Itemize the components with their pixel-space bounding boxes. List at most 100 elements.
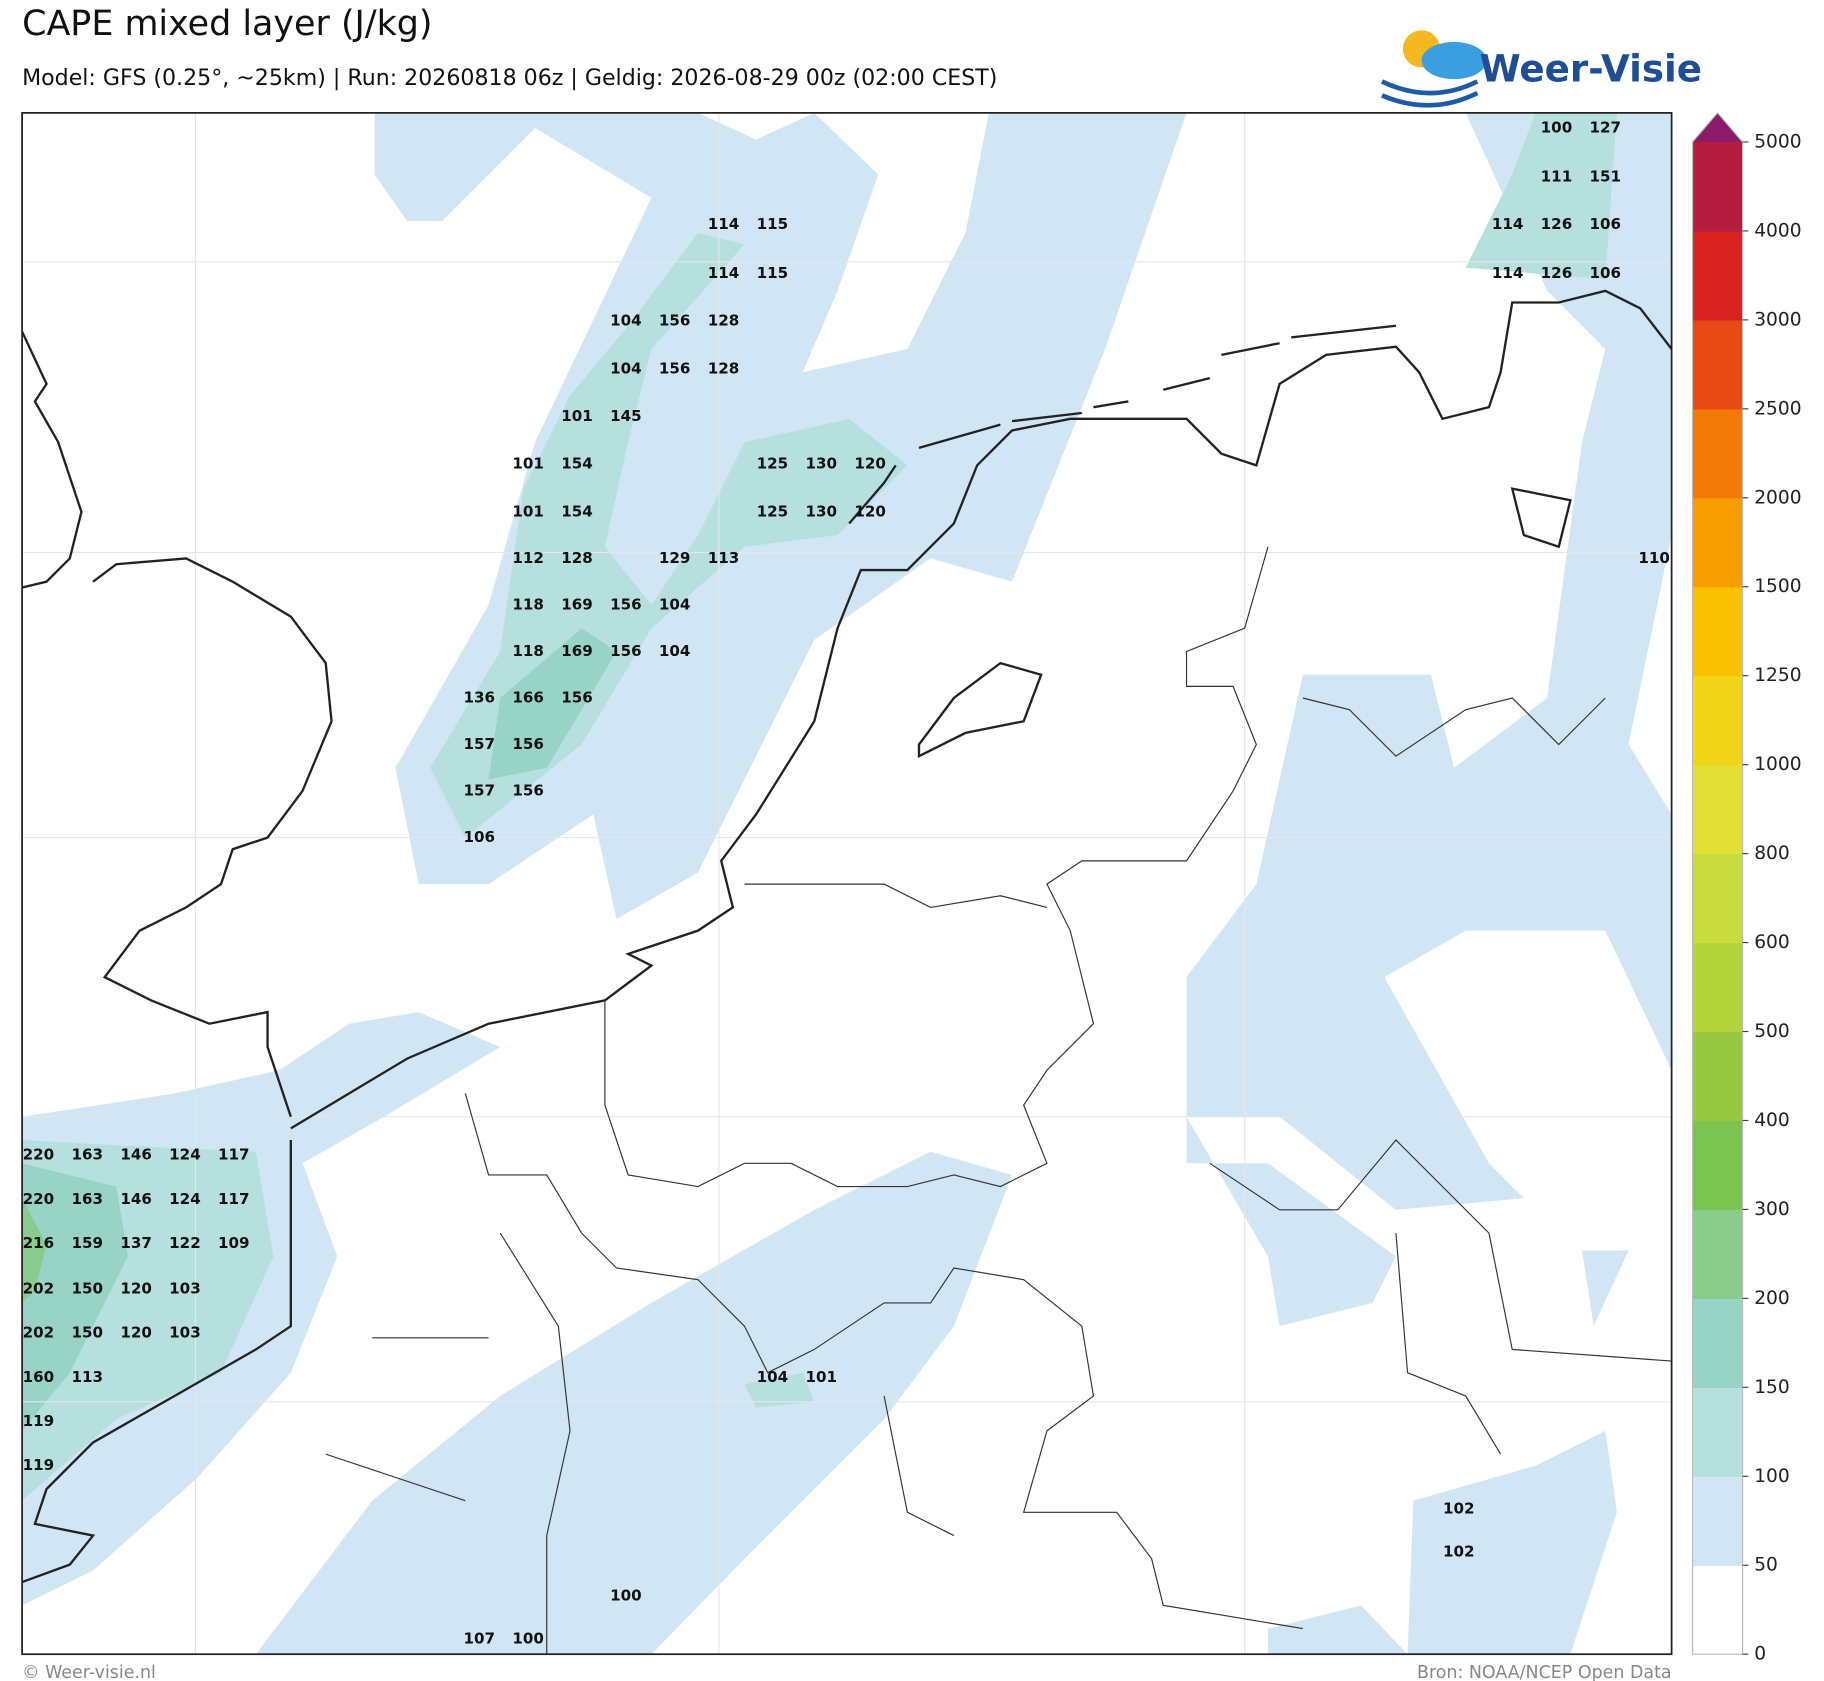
map-value-label: 122 xyxy=(169,1234,201,1252)
colorbar-segment xyxy=(1692,675,1743,766)
map-value-label: 156 xyxy=(561,689,593,707)
map-value-label: 101 xyxy=(805,1368,837,1386)
colorbar-segment xyxy=(1692,1387,1743,1477)
map-value-label: 136 xyxy=(463,689,495,707)
map-value-label: 111 xyxy=(1541,167,1573,185)
map-value-label: 112 xyxy=(512,549,544,567)
map-value-label: 107 xyxy=(463,1630,495,1648)
colorbar-outline xyxy=(1691,111,1744,1655)
logo-text: Weer-Visie xyxy=(1480,46,1702,90)
map-value-label: 114 xyxy=(708,215,740,233)
map-value-label: 146 xyxy=(120,1146,152,1164)
map-value-label: 202 xyxy=(23,1279,55,1297)
colorbar-label: 150 xyxy=(1754,1377,1790,1398)
map-value-label: 119 xyxy=(23,1456,55,1474)
colorbar-label: 1000 xyxy=(1754,754,1801,775)
map-value-label: 160 xyxy=(23,1368,55,1386)
colorbar-segment xyxy=(1692,942,1743,1033)
map-value-label: 156 xyxy=(512,782,544,800)
map-value-label: 113 xyxy=(708,549,740,567)
map-value-label: 145 xyxy=(610,407,642,425)
colorbar-segment xyxy=(1692,141,1743,232)
map-value-label: 127 xyxy=(1590,119,1622,137)
map-value-label: 130 xyxy=(805,502,837,520)
colorbar-label: 1500 xyxy=(1754,576,1801,597)
map-value-label: 118 xyxy=(512,595,544,613)
map-value-label: 120 xyxy=(854,502,886,520)
colorbar-label: 2500 xyxy=(1754,398,1801,419)
map-value-label: 104 xyxy=(610,312,642,330)
map-value-label: 128 xyxy=(708,359,740,377)
map-value-label: 157 xyxy=(463,782,495,800)
map-value-label: 118 xyxy=(512,642,544,660)
graticule xyxy=(22,112,1672,1655)
map-value-label: 109 xyxy=(218,1234,250,1252)
colorbar-segment xyxy=(1692,1476,1743,1566)
footer-left: © Weer-visie.nl xyxy=(22,1663,156,1681)
map-value-label: 102 xyxy=(1443,1542,1475,1560)
colorbar-label: 4000 xyxy=(1754,220,1801,241)
map-value-label: 120 xyxy=(120,1279,152,1297)
map-value-label: 124 xyxy=(169,1146,201,1164)
logo: Weer-Visie xyxy=(1380,30,1702,108)
map-value-label: 150 xyxy=(71,1324,103,1342)
map-value-label: 114 xyxy=(708,264,740,282)
map-value-label: 104 xyxy=(610,359,642,377)
map-value-label: 106 xyxy=(463,828,495,846)
colorbar-label: 100 xyxy=(1754,1466,1790,1487)
map-value-label: 151 xyxy=(1590,167,1622,185)
map-value-label: 156 xyxy=(610,642,642,660)
title: CAPE mixed layer (J/kg) xyxy=(22,4,432,44)
map-value-label: 166 xyxy=(512,689,544,707)
map-value-label: 157 xyxy=(463,735,495,753)
map-value-label: 125 xyxy=(757,502,789,520)
map-value-label: 120 xyxy=(854,455,886,473)
map-value-label: 100 xyxy=(512,1630,544,1648)
map-value-label: 103 xyxy=(169,1279,201,1297)
map-value-label: 114 xyxy=(1492,264,1524,282)
colorbar-segment xyxy=(1692,1209,1743,1299)
map-value-label: 115 xyxy=(757,264,789,282)
map-labels: 100 127 111 151 114 115 114 126 106 114 115 114 126 1… xyxy=(23,119,1670,1648)
map-value-label: 117 xyxy=(218,1190,250,1208)
colorbar-label: 0 xyxy=(1754,1644,1766,1665)
map-value-label: 115 xyxy=(757,215,789,233)
subtitle: Model: GFS (0.25°, ~25km) | Run: 2026081… xyxy=(22,65,997,91)
map-value-label: 100 xyxy=(1541,119,1573,137)
map-value-label: 128 xyxy=(708,312,740,330)
map-value-label: 163 xyxy=(71,1190,103,1208)
colorbar-label: 400 xyxy=(1754,1110,1790,1131)
colorbar-segment xyxy=(1692,853,1743,944)
colorbar-label: 3000 xyxy=(1754,309,1801,330)
map-value-label: 119 xyxy=(23,1412,55,1430)
colorbar-label: 50 xyxy=(1754,1555,1778,1576)
map-value-label: 150 xyxy=(71,1279,103,1297)
map-value-label: 220 xyxy=(23,1190,55,1208)
colorbar-segment xyxy=(1692,764,1743,855)
map-value-label: 117 xyxy=(218,1146,250,1164)
map-value-label: 102 xyxy=(1443,1499,1475,1517)
map-value-label: 104 xyxy=(757,1368,789,1386)
map-value-label: 154 xyxy=(561,455,593,473)
map-value-label: 156 xyxy=(512,735,544,753)
colorbar-segment xyxy=(1692,230,1743,321)
colorbar-segment xyxy=(1692,1031,1743,1122)
colorbar-segment xyxy=(1692,1298,1743,1388)
map-value-label: 101 xyxy=(561,407,593,425)
map-value-label: 113 xyxy=(71,1368,103,1386)
map-value-label: 156 xyxy=(659,359,691,377)
map-value-label: 163 xyxy=(71,1146,103,1164)
colorbar-segment xyxy=(1692,497,1743,588)
map-value-label: 101 xyxy=(512,455,544,473)
colorbar-label: 600 xyxy=(1754,932,1790,953)
colorbar-segment xyxy=(1692,586,1743,677)
colorbar-label: 800 xyxy=(1754,843,1790,864)
colorbar-segment xyxy=(1692,1565,1743,1655)
colorbar: 0 50 100 150 200 300 400 500 600 800 1000 1250 1500 2… xyxy=(1691,111,1802,1665)
map-value-label: 169 xyxy=(561,595,593,613)
colorbar-segment xyxy=(1692,1120,1743,1211)
colorbar-label: 500 xyxy=(1754,1021,1790,1042)
map-value-label: 220 xyxy=(23,1146,55,1164)
map-value-label: 125 xyxy=(757,455,789,473)
